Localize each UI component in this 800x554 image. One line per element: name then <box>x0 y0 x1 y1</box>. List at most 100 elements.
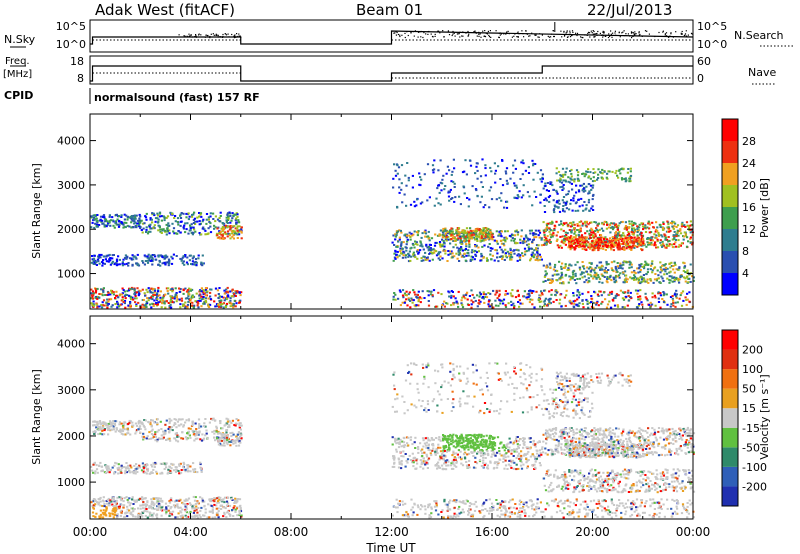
range-cell <box>630 271 633 274</box>
noise-point <box>506 32 508 34</box>
power-colorbar-label: Power [dB] <box>758 178 771 238</box>
range-cell <box>200 295 203 298</box>
range-cell <box>459 237 462 240</box>
range-cell <box>564 304 567 307</box>
range-cell <box>117 255 120 258</box>
range-cell <box>213 224 216 227</box>
range-cell <box>502 250 505 253</box>
range-cell <box>579 273 582 276</box>
range-cell <box>599 239 603 242</box>
range-cell <box>405 294 408 297</box>
range-cell <box>399 250 402 253</box>
range-cell <box>543 239 546 241</box>
range-cell <box>221 225 224 228</box>
range-cell <box>667 240 670 243</box>
range-cell <box>236 514 239 517</box>
range-cell <box>212 212 215 215</box>
range-cell <box>148 506 151 509</box>
range-cell <box>139 428 142 430</box>
range-cell <box>604 243 607 246</box>
range-cell <box>600 264 603 267</box>
range-cell <box>239 508 242 511</box>
range-cell <box>461 306 465 309</box>
range-cell <box>690 243 694 246</box>
range-cell <box>676 277 679 280</box>
range-cell <box>678 266 681 269</box>
range-cell <box>576 229 579 231</box>
range-cell <box>96 297 99 300</box>
range-cell <box>156 214 160 217</box>
range-cell <box>664 270 667 273</box>
range-cell <box>462 294 465 297</box>
noise-point <box>234 34 236 36</box>
range-cell <box>587 273 590 276</box>
range-cell <box>90 302 93 305</box>
range-cell <box>565 234 568 236</box>
range-cell <box>581 184 584 187</box>
range-cell <box>226 504 229 507</box>
range-cell <box>429 293 433 296</box>
range-cell <box>578 224 581 227</box>
range-cell <box>409 203 413 206</box>
noise-point <box>238 35 240 37</box>
range-cell <box>467 249 470 252</box>
range-cell <box>120 432 123 435</box>
range-cell <box>648 231 651 234</box>
range-cell <box>167 222 170 225</box>
range-cell <box>603 271 606 274</box>
range-cell <box>395 253 398 256</box>
range-cell <box>528 238 531 241</box>
range-cell <box>663 292 666 295</box>
range-cell <box>489 237 492 240</box>
range-cell <box>602 223 605 226</box>
range-cell <box>526 243 529 246</box>
range-cell <box>510 300 513 303</box>
range-cell <box>214 220 217 223</box>
range-cell <box>468 198 471 201</box>
range-cell <box>669 270 672 273</box>
range-cell <box>135 291 138 294</box>
range-cell <box>512 171 515 174</box>
range-cell <box>106 223 109 226</box>
range-cell <box>564 231 567 234</box>
noise-point <box>634 34 636 36</box>
range-cell <box>498 233 501 236</box>
range-cell <box>632 240 635 243</box>
range-cell <box>559 177 562 180</box>
range-cell <box>600 273 603 276</box>
noise-point <box>602 31 604 33</box>
range-cell <box>104 220 107 223</box>
range-cell <box>504 304 507 307</box>
range-cell <box>197 302 200 305</box>
cpid-label: CPID <box>4 89 33 102</box>
range-cell <box>196 516 199 519</box>
range-cell <box>565 193 568 196</box>
range-cell <box>500 248 503 251</box>
range-cell <box>398 289 401 292</box>
range-cell <box>525 296 528 299</box>
range-cell <box>392 234 395 237</box>
power-colorbar-swatch <box>722 185 738 207</box>
range-cell <box>585 242 588 245</box>
noise-point <box>514 33 516 35</box>
range-cell <box>132 226 135 229</box>
range-cell <box>130 298 133 301</box>
range-cell <box>438 242 441 245</box>
range-cell <box>206 516 209 519</box>
range-cell <box>132 255 135 258</box>
range-cell <box>485 233 488 236</box>
range-cell <box>539 305 542 308</box>
range-cell <box>473 233 476 236</box>
range-cell <box>160 228 163 231</box>
range-cell <box>671 280 674 283</box>
range-cell <box>516 197 519 200</box>
range-cell <box>658 233 661 236</box>
range-cell <box>572 300 575 303</box>
range-cell <box>544 229 547 232</box>
range-cell <box>139 221 142 224</box>
range-cell <box>504 255 507 258</box>
range-cell <box>565 221 568 224</box>
range-cell <box>657 231 660 234</box>
range-cell <box>194 223 197 225</box>
range-cell <box>123 225 126 228</box>
